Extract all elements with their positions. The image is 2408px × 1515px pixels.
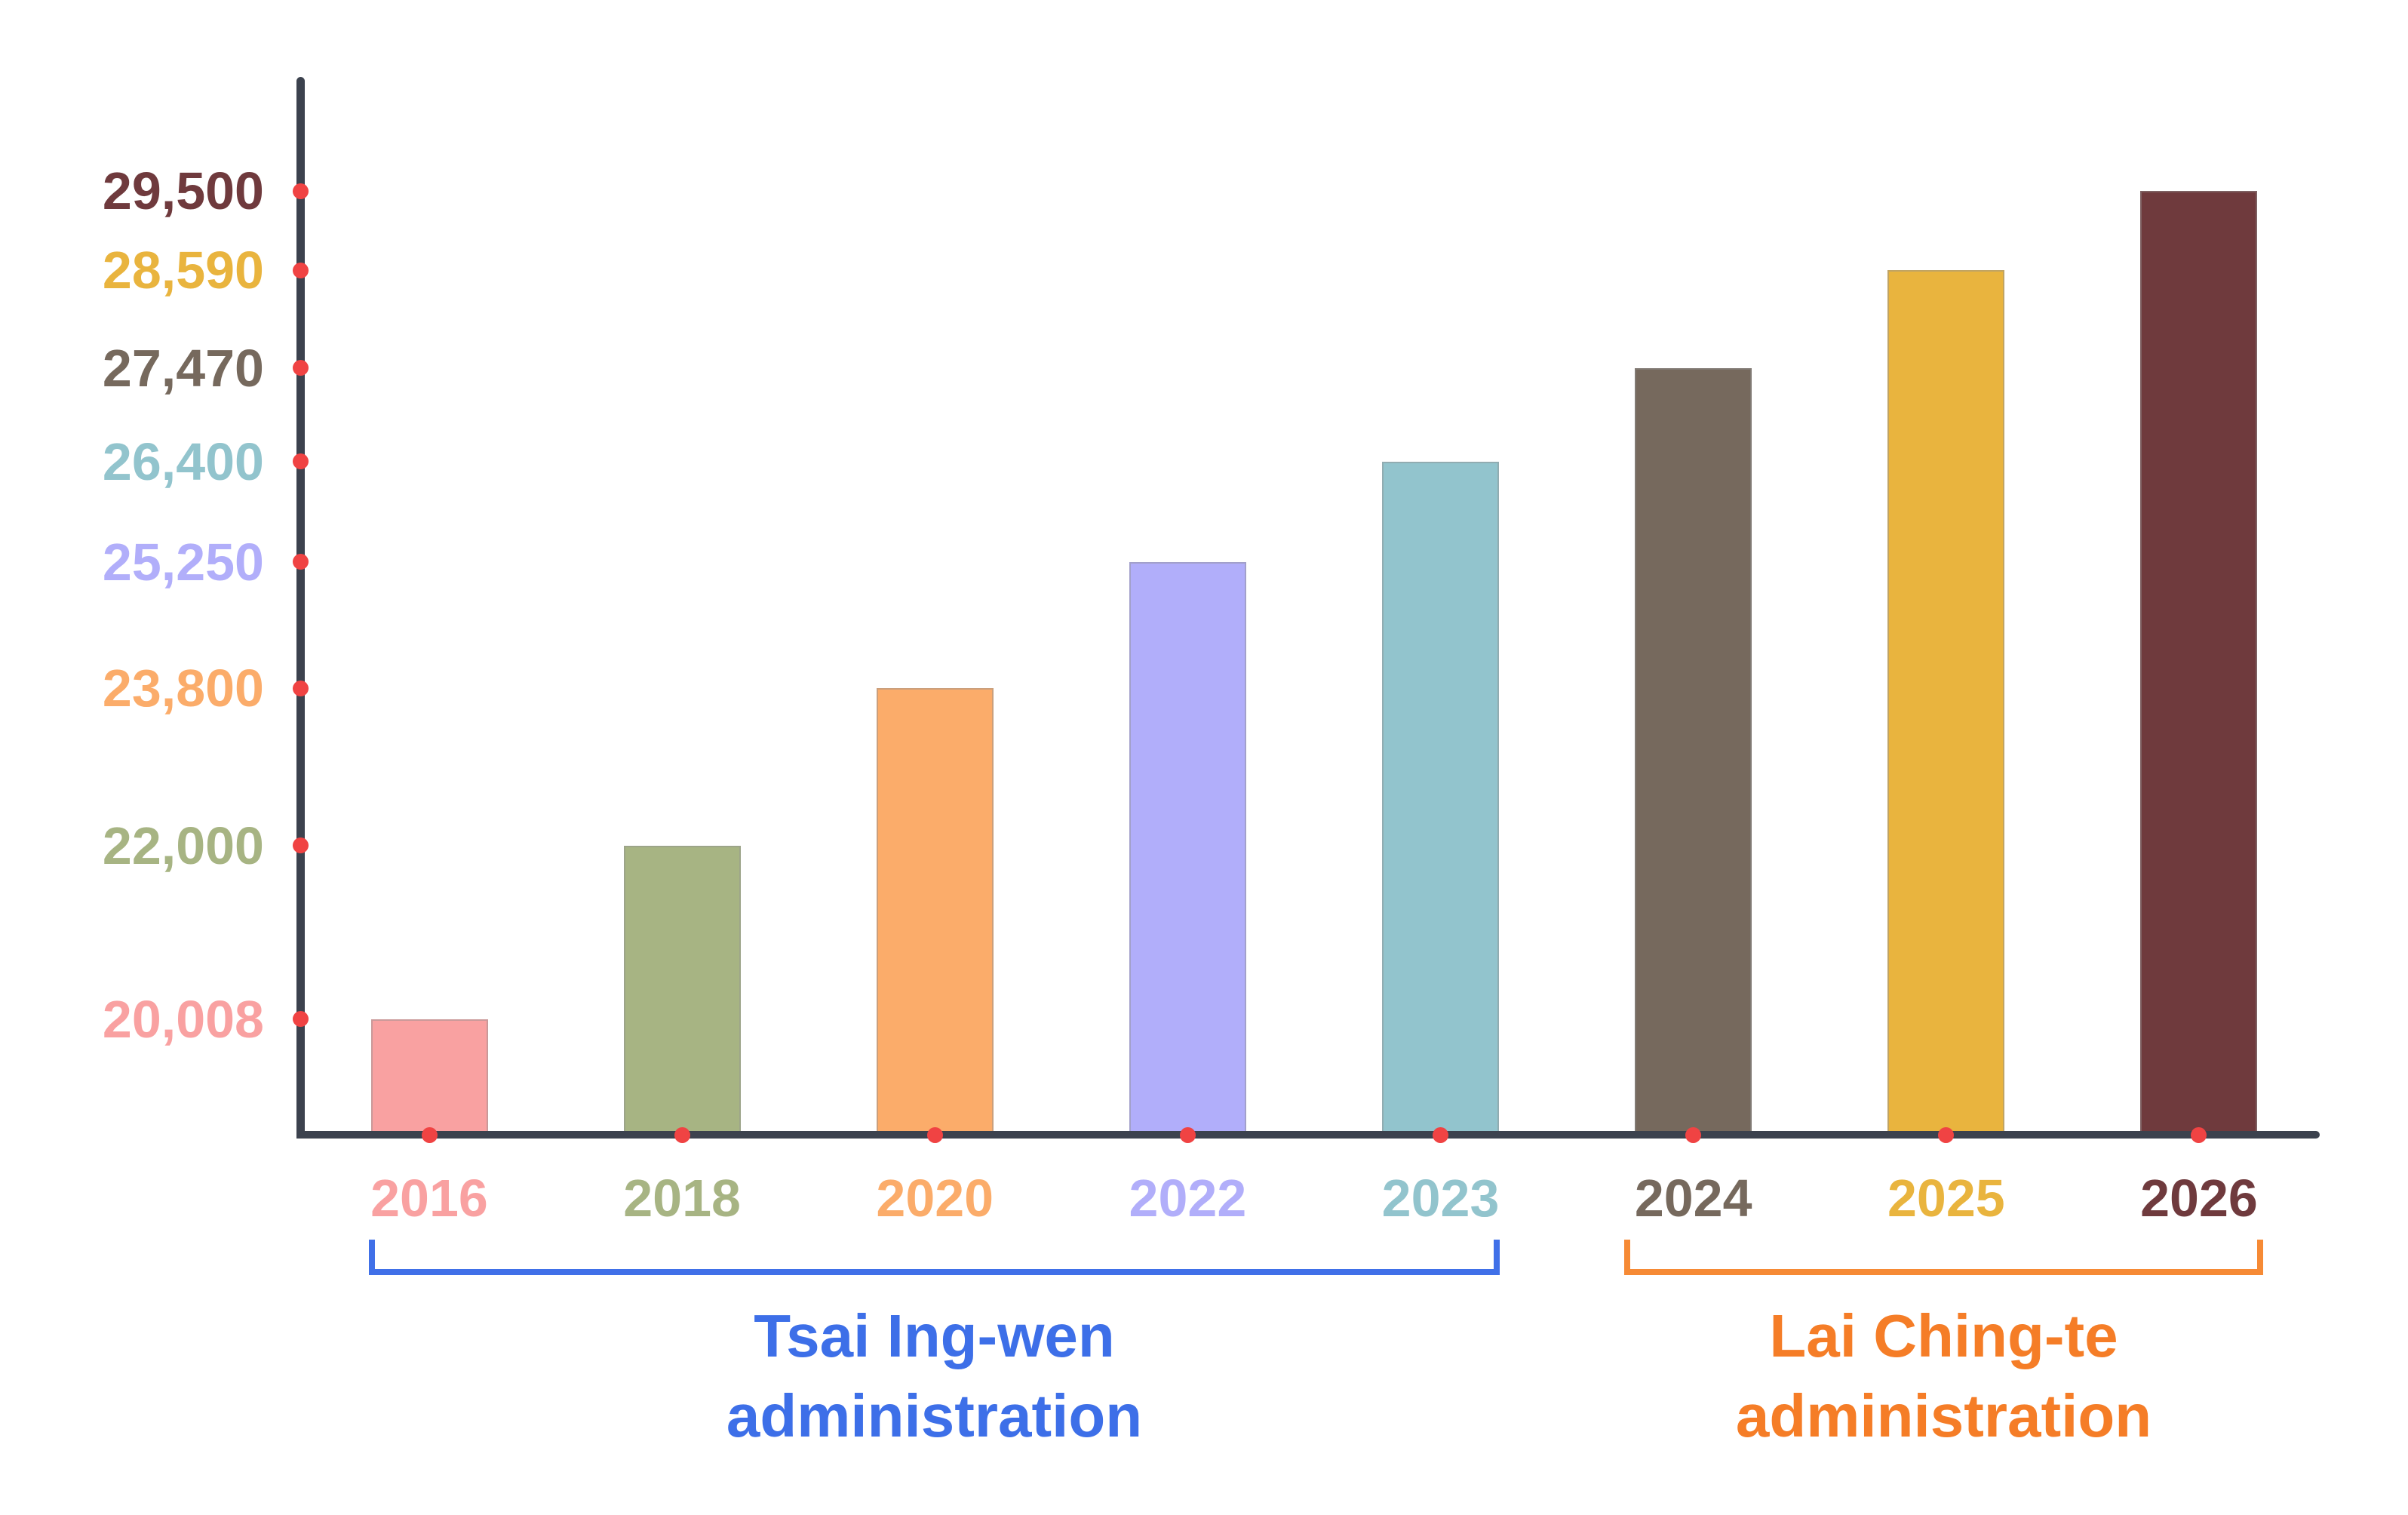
bar-2016	[370, 1019, 488, 1131]
y-axis-line	[296, 77, 305, 1139]
bar-2022	[1129, 561, 1246, 1131]
y-axis-label-2023: 26,400	[102, 432, 264, 491]
y-axis-tick-dot-2020	[293, 680, 309, 696]
x-axis-label-2025: 2025	[1887, 1169, 2005, 1228]
x-axis-tick-dot-2023	[1433, 1126, 1449, 1143]
x-axis-tick-dot-2025	[1938, 1126, 1955, 1143]
bar-2018	[623, 845, 741, 1131]
y-axis-tick-dot-2026	[293, 183, 309, 199]
x-axis-label-2026: 2026	[2140, 1169, 2258, 1228]
lai-administration-label: Lai Ching-te administration	[1491, 1296, 2397, 1456]
bar-2020	[876, 688, 994, 1131]
y-axis-tick-dot-2022	[293, 554, 309, 570]
x-axis-tick-dot-2016	[421, 1126, 438, 1143]
tsai-administration-bracket	[369, 1240, 1500, 1275]
y-axis-tick-dot-2018	[293, 837, 309, 854]
y-axis-label-2016: 20,008	[102, 989, 264, 1049]
y-axis-tick-dot-2024	[293, 360, 309, 376]
bar-2023	[1382, 461, 1500, 1131]
y-axis-label-2020: 23,800	[102, 659, 264, 718]
x-axis-line	[296, 1131, 2320, 1139]
x-axis-tick-dot-2022	[1179, 1126, 1196, 1143]
x-axis-label-2023: 2023	[1381, 1169, 1500, 1228]
y-axis-tick-dot-2025	[293, 262, 309, 278]
y-axis-label-2022: 25,250	[102, 532, 264, 592]
bar-2025	[1887, 270, 2005, 1131]
x-axis-label-2022: 2022	[1129, 1169, 1247, 1228]
bar-2026	[2140, 191, 2258, 1131]
x-axis-tick-dot-2026	[2191, 1126, 2207, 1143]
y-axis-tick-dot-2023	[293, 453, 309, 470]
x-axis-label-2024: 2024	[1634, 1169, 1752, 1228]
y-axis-label-2025: 28,590	[102, 241, 264, 300]
tsai-administration-label: Tsai Ing-wen administration	[482, 1296, 1387, 1456]
x-axis-label-2016: 2016	[370, 1169, 488, 1228]
y-axis-label-2018: 22,000	[102, 816, 264, 875]
x-axis-tick-dot-2020	[926, 1126, 943, 1143]
x-axis-label-2020: 2020	[876, 1169, 994, 1228]
bar-2024	[1635, 367, 1752, 1131]
x-axis-tick-dot-2024	[1685, 1126, 1702, 1143]
x-axis-tick-dot-2018	[674, 1126, 690, 1143]
group-label-line-2: administration	[726, 1382, 1143, 1449]
group-label-line-2: administration	[1735, 1382, 2152, 1449]
y-axis-label-2024: 27,470	[102, 338, 264, 398]
y-axis-label-2026: 29,500	[102, 161, 264, 220]
lai-administration-bracket	[1624, 1240, 2263, 1275]
group-label-line-1: Lai Ching-te	[1769, 1302, 2118, 1369]
y-axis-tick-dot-2016	[293, 1011, 309, 1028]
group-label-line-1: Tsai Ing-wen	[754, 1302, 1115, 1369]
x-axis-label-2018: 2018	[623, 1169, 741, 1228]
